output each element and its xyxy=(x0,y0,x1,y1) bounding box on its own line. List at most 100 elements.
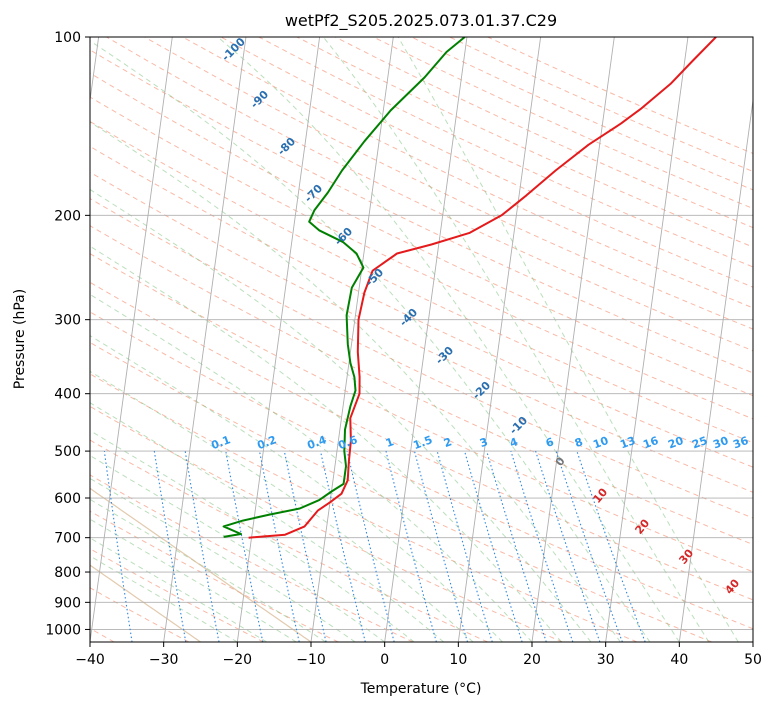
dry-adiabat xyxy=(144,37,753,330)
line-labels: -100-90-80-70-60-50-40-30-20-100.1 0.2 0.4… xyxy=(209,35,750,597)
y-tick-label: 1000 xyxy=(45,622,81,638)
dry-adiabat xyxy=(90,72,753,397)
x-tick-label: −30 xyxy=(149,652,179,668)
dry-adiabat xyxy=(106,37,753,352)
mixing-ratio-label: 1 xyxy=(384,435,396,450)
y-tick-label: 700 xyxy=(54,531,81,547)
mixing-ratio-line xyxy=(436,450,493,642)
y-tick-label: 200 xyxy=(54,208,81,224)
moist-adiabat-label: 30 xyxy=(676,546,696,566)
y-tick-label: 400 xyxy=(54,387,81,403)
isotherm-gridline xyxy=(90,37,100,104)
dry-adiabat xyxy=(296,37,753,248)
isotherm-gridline xyxy=(310,37,394,642)
y-tick-label: 800 xyxy=(54,565,81,581)
mixing-ratio-label: 4 xyxy=(508,435,520,450)
moist-adiabat xyxy=(90,429,415,642)
dry-adiabat xyxy=(182,37,753,309)
x-tick-label: −10 xyxy=(296,652,326,668)
dewpoint-profile-line xyxy=(222,37,466,538)
mixing-ratio-line xyxy=(510,450,574,642)
y-tick-label: 100 xyxy=(54,30,81,46)
dry-adiabat xyxy=(220,37,753,288)
mixing-ratio-label: 30 xyxy=(711,434,730,452)
moist-adiabat xyxy=(90,555,238,642)
x-tick-label: 20 xyxy=(523,652,541,668)
moist-adiabat xyxy=(90,537,268,642)
mixing-ratio-line xyxy=(225,451,264,642)
mixing-ratio-line xyxy=(258,450,300,642)
mixing-ratio-line xyxy=(535,450,601,642)
moist-adiabat xyxy=(90,40,651,642)
y-tick-label: 500 xyxy=(54,444,81,460)
chart-title: wetPf2_S205.2025.073.01.37.C29 xyxy=(285,11,557,31)
moist-adiabat xyxy=(90,370,474,642)
dry-adiabat-label: -80 xyxy=(275,135,298,158)
dry-adiabat xyxy=(90,49,753,374)
moist-adiabat xyxy=(90,518,297,642)
mixing-ratio-line xyxy=(385,450,437,642)
mixing-ratio-label: 6 xyxy=(544,435,556,450)
isotherm-gridline xyxy=(605,37,689,642)
mixing-ratio-line xyxy=(576,450,646,642)
dry-adiabat xyxy=(90,311,753,630)
dry-adiabat xyxy=(90,439,488,642)
x-tick-label: 30 xyxy=(597,652,615,668)
x-tick-label: 40 xyxy=(670,652,688,668)
dry-adiabat xyxy=(334,37,753,229)
dry-adiabat-label: -20 xyxy=(470,379,493,402)
mixing-ratio-label: 0.6 xyxy=(336,433,359,452)
mixing-ratio-label: 0.1 xyxy=(209,433,232,452)
dry-adiabat-label: -60 xyxy=(332,225,355,248)
mixing-ratio-label: 20 xyxy=(666,434,685,452)
mixing-ratio-label: 10 xyxy=(591,434,610,452)
mixing-ratio-line xyxy=(184,451,220,642)
dry-adiabat xyxy=(487,37,753,155)
mixing-ratio-line xyxy=(103,451,133,642)
isotherm-gridline xyxy=(163,37,247,642)
y-tick-label: 300 xyxy=(54,313,81,329)
x-tick-label: 10 xyxy=(449,652,467,668)
wet-bulb-curve xyxy=(90,487,312,642)
dry-adiabat xyxy=(373,37,753,210)
moist-adiabat xyxy=(90,293,533,642)
x-tick-label: −40 xyxy=(75,652,105,668)
dry-adiabat xyxy=(90,145,753,468)
dry-adiabat xyxy=(90,373,638,642)
mixing-ratio-label: 0.4 xyxy=(305,433,328,452)
grid xyxy=(90,37,753,642)
mixing-ratio-label: 2 xyxy=(442,435,454,450)
dry-adiabat xyxy=(90,405,563,642)
mixing-ratio-label: 16 xyxy=(641,434,660,452)
mixing-ratio-line xyxy=(319,450,366,642)
mixing-ratio-line xyxy=(486,450,547,642)
mixing-ratio-line xyxy=(413,450,469,642)
mixing-ratio-label: 36 xyxy=(731,434,750,452)
dry-adiabat xyxy=(90,171,753,493)
mixing-ratio-label: 0.2 xyxy=(255,433,278,452)
dry-adiabat xyxy=(90,510,339,642)
isotherm-gridline xyxy=(457,37,542,642)
dry-adiabat xyxy=(90,120,753,444)
mixing-ratio-line xyxy=(346,450,395,642)
dry-adiabat xyxy=(90,281,753,601)
dry-adiabat xyxy=(90,197,753,519)
moist-adiabat xyxy=(217,37,680,642)
mixing-ratio-line xyxy=(283,450,327,642)
moist-adiabat xyxy=(90,188,592,642)
mixing-ratio-label: 13 xyxy=(618,434,637,451)
isotherm-gridline xyxy=(384,37,468,642)
x-axis-label: Temperature (°C) xyxy=(360,681,482,697)
isotherm-gridline xyxy=(90,37,173,642)
moist-adiabat xyxy=(397,37,739,642)
isotherm-gridline xyxy=(678,97,753,642)
dry-adiabat-label: -40 xyxy=(397,306,420,329)
moist-adiabat xyxy=(90,121,621,642)
dry-adiabat xyxy=(90,96,753,420)
mixing-ratio-label: 3 xyxy=(478,435,490,450)
dry-adiabat xyxy=(90,253,753,573)
y-tick-label: 600 xyxy=(54,491,81,507)
dry-adiabat xyxy=(90,225,753,546)
